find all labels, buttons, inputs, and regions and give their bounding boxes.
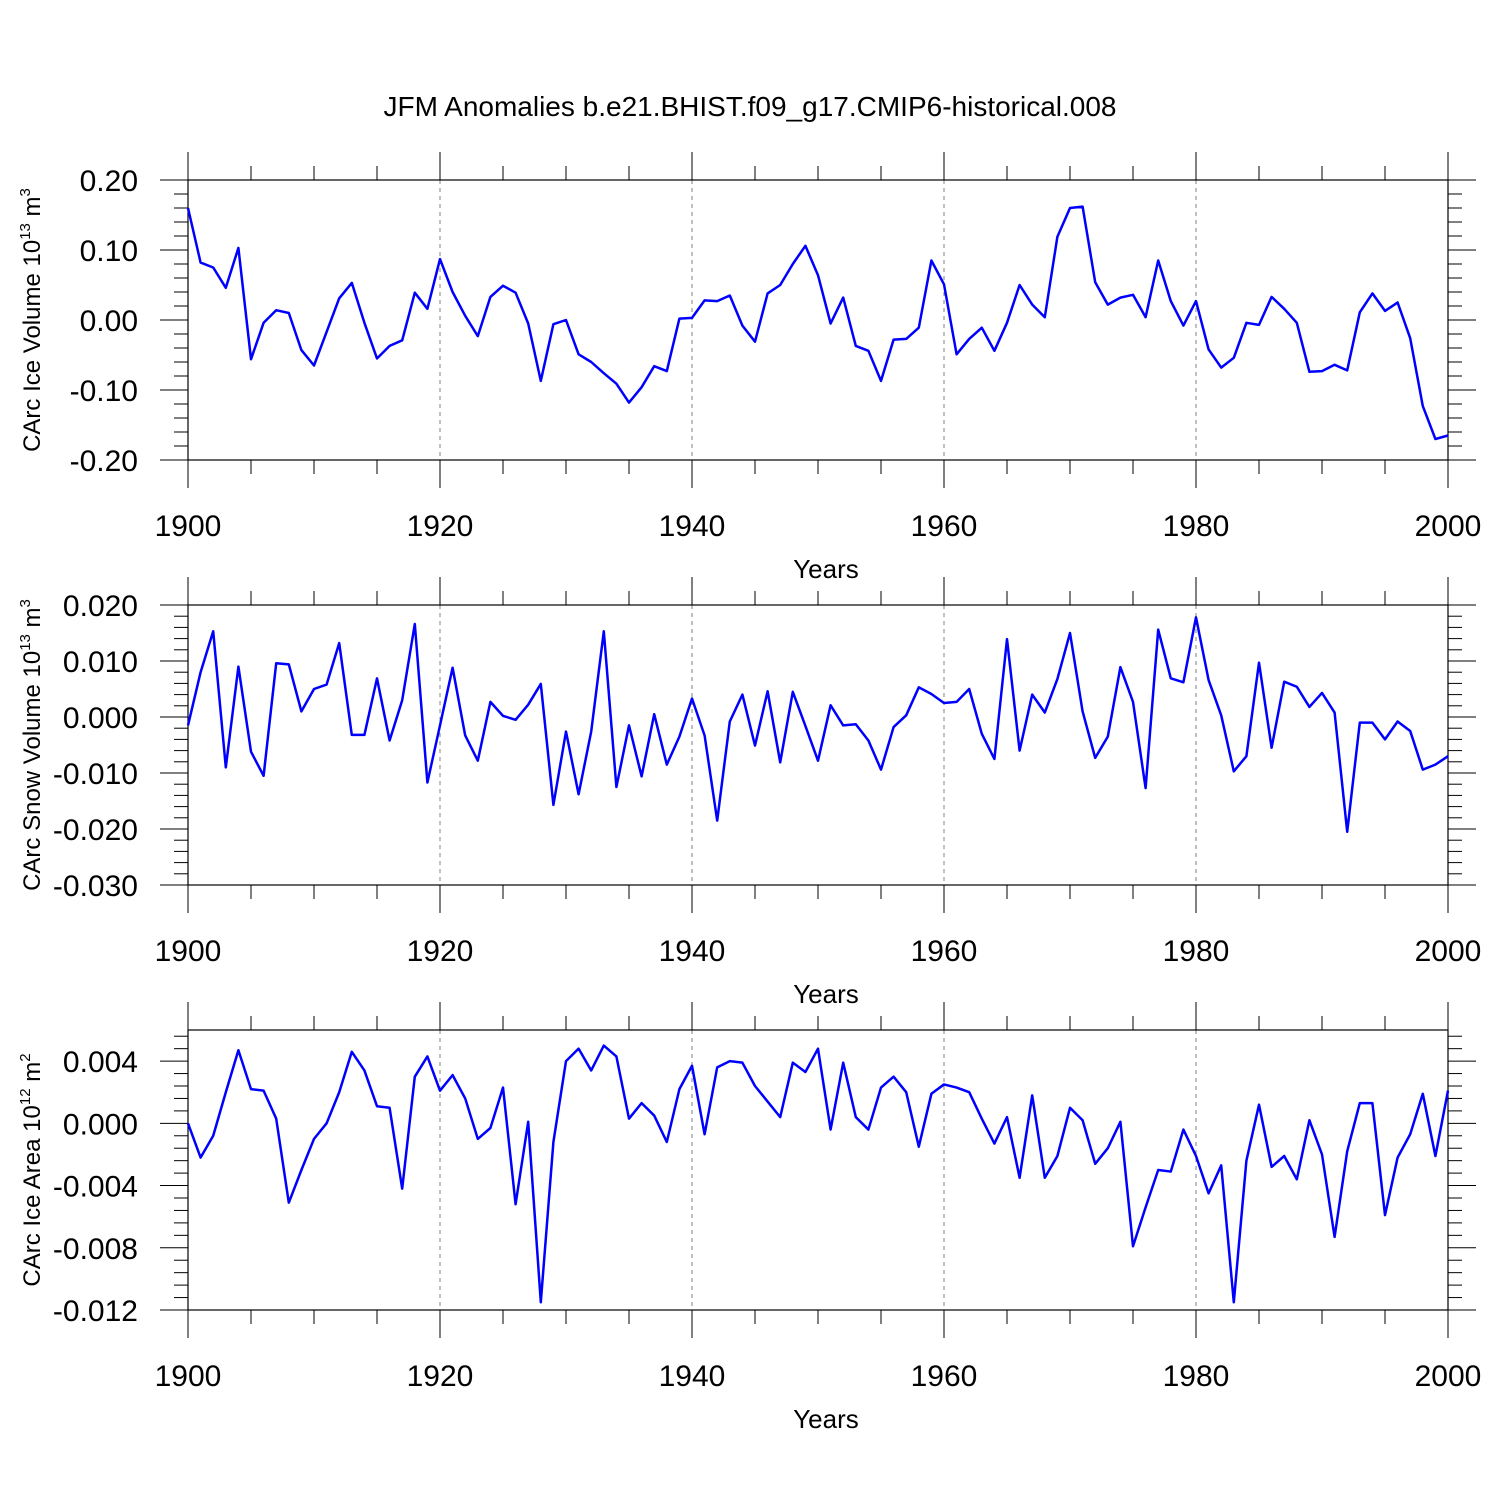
xtick-label: 1900 [155,935,222,968]
plot-frame [187,179,1449,461]
series-line [186,205,1449,441]
xtick-label: 1980 [1163,510,1230,543]
xtick-label: 2000 [1415,1360,1482,1393]
xtick-label: 1920 [407,1360,474,1393]
y-axis-label: CArc Ice Volume 1013 m3 [17,188,46,452]
ytick-label: 0.00 [80,305,138,338]
xtick-label: 1940 [659,935,726,968]
xtick-label: 1980 [1163,935,1230,968]
xtick-label: 1900 [155,510,222,543]
ytick-label: 0.000 [63,702,138,735]
xtick-label: 2000 [1415,510,1482,543]
x-axis-label: Years [793,979,859,1009]
ytick-label: -0.20 [70,445,138,478]
xtick-label: 1920 [407,935,474,968]
xtick-label: 1900 [155,1360,222,1393]
x-axis-label: Years [793,1404,859,1434]
panel-ice-volume: 0.20 0.10 0.00 -0.10 -0.20 1900 1920 1940 1960 19… [17,152,1481,584]
series-line [186,1044,1450,1304]
plot-frame [187,1029,1449,1311]
ytick-label: -0.10 [70,375,138,408]
panel-snow-volume: 0.020 0.010 0.000 -0.010 -0.020 -0.030 1900 192… [17,577,1481,1009]
ytick-label: 0.010 [63,646,138,679]
ytick-label: -0.020 [53,814,138,847]
xtick-label: 1940 [659,1360,726,1393]
xtick-label: 1940 [659,510,726,543]
x-axis-label: Years [793,554,859,584]
ytick-label: -0.030 [53,870,138,903]
y-axis-label: CArc Snow Volume 1013 m3 [17,599,46,891]
ytick-label: 0.004 [63,1046,138,1079]
xtick-label: 1960 [911,935,978,968]
ytick-label: 0.020 [63,590,138,623]
ytick-label: -0.012 [53,1295,138,1328]
y-axis-label: CArc Ice Area 1012 m2 [17,1053,46,1286]
xtick-label: 1980 [1163,1360,1230,1393]
series-line [186,616,1449,834]
ytick-label: -0.010 [53,758,138,791]
xtick-label: 1960 [911,510,978,543]
chart-title: JFM Anomalies b.e21.BHIST.f09_g17.CMIP6-… [383,91,1116,122]
ytick-label: 0.20 [80,165,138,198]
xtick-label: 1960 [911,1360,978,1393]
ytick-label: 0.10 [80,235,138,268]
plot-frame [187,604,1449,886]
ytick-label: 0.000 [63,1108,138,1141]
ytick-label: -0.004 [53,1171,138,1204]
ytick-label: -0.008 [53,1233,138,1266]
panel-ice-area: 0.004 0.000 -0.004 -0.008 -0.012 1900 1920 1940… [17,1002,1481,1434]
xtick-label: 2000 [1415,935,1482,968]
xtick-label: 1920 [407,510,474,543]
